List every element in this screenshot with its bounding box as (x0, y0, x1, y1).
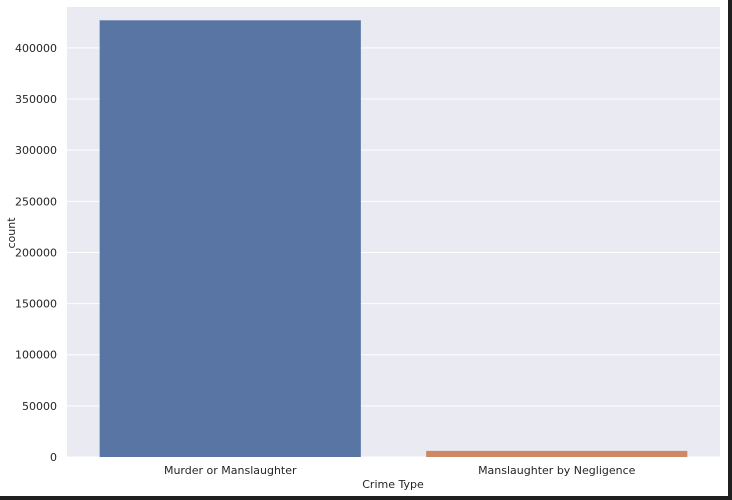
y-tick-label: 200000 (15, 246, 57, 259)
y-tick-label: 350000 (15, 93, 57, 106)
x-tick-label: Murder or Manslaughter (164, 464, 297, 477)
y-tick-label: 400000 (15, 42, 57, 55)
x-tick-labels: Murder or Manslaughter Manslaughter by Ne… (164, 464, 636, 477)
y-tick-label: 250000 (15, 195, 57, 208)
y-axis-label: count (5, 217, 18, 249)
y-tick-label: 100000 (15, 349, 57, 362)
y-tick-label: 50000 (22, 400, 57, 413)
bar-1 (426, 450, 688, 457)
y-tick-label: 150000 (15, 298, 57, 311)
y-tick-label: 300000 (15, 144, 57, 157)
x-tick-label: Manslaughter by Negligence (478, 464, 636, 477)
y-tick-label: 0 (50, 451, 57, 464)
bars (99, 20, 688, 458)
bar-0 (99, 20, 361, 458)
x-axis-label: Crime Type (362, 478, 424, 491)
y-tick-labels: 0 50000 100000 150000 200000 250000 300000 3500… (15, 42, 57, 464)
